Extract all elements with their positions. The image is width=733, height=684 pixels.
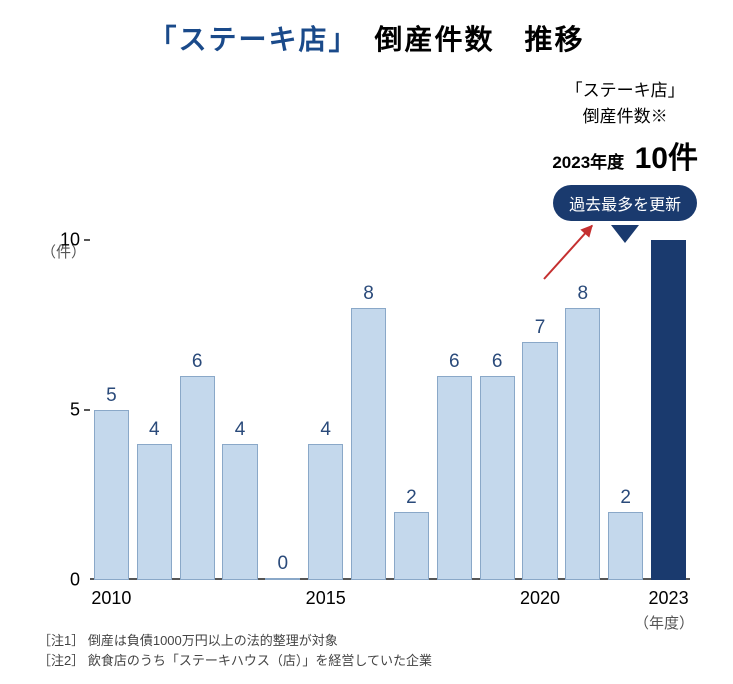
bar: 8 [351,308,386,580]
x-axis-unit: （年度） [634,612,694,633]
bar-value-label: 4 [235,419,246,441]
x-tick-label: 2010 [91,588,131,609]
bar: 6 [480,376,515,580]
bar: 8 [565,308,600,580]
bar: 4 [222,444,257,580]
bar-value-label: 0 [278,553,289,575]
callout-line1: 「ステーキ店」 [552,80,698,102]
bar-value-label: 8 [363,283,374,305]
bar-value-label: 4 [320,419,331,441]
x-tick-label: 2020 [520,588,560,609]
bar-highlight [651,240,686,580]
bar: 7 [522,342,557,580]
bar-value-label: 6 [449,351,460,373]
bar-value-label: 2 [620,487,631,509]
bar: 6 [180,376,215,580]
bar: 4 [137,444,172,580]
y-tick-label: 5 [70,400,80,421]
footnote-2: ［注2］ 飲食店のうち「ステーキハウス（店）」を経営していた企業 [38,651,432,671]
bar: 0 [265,578,300,580]
bar: 6 [437,376,472,580]
record-pill: 過去最多を更新 [553,185,697,221]
bar-value-label: 4 [149,419,160,441]
title-rest: 倒産件数 推移 [345,24,585,55]
x-tick-label: 2023 [649,588,689,609]
bar-value-label: 2 [406,487,417,509]
bar-chart: （件） （年度） 0510546404826678220102015202020… [90,240,690,580]
y-tick-label: 0 [70,570,80,591]
bar-value-label: 5 [106,385,117,407]
y-tick-mark [84,409,90,411]
callout-line2: 倒産件数※ [552,102,698,127]
footnote-1: ［注1］ 倒産は負債1000万円以上の法的整理が対象 [38,631,432,651]
y-tick-label: 10 [60,230,80,251]
bar-value-label: 6 [492,351,503,373]
bar-value-label: 6 [192,351,203,373]
bar: 2 [608,512,643,580]
bar: 2 [394,512,429,580]
callout-count: 10件 [635,133,698,177]
bar: 4 [308,444,343,580]
title-quoted: 「ステーキ店」 [148,24,344,55]
footnotes: ［注1］ 倒産は負債1000万円以上の法的整理が対象 ［注2］ 飲食店のうち「ス… [38,631,432,670]
x-tick-label: 2015 [306,588,346,609]
callout-box: 「ステーキ店」 倒産件数※ 2023年度 10件 過去最多を更新 [552,80,698,243]
y-tick-mark [84,239,90,241]
chart-title: 「ステーキ店」 倒産件数 推移 [0,18,733,58]
callout-year: 2023年度 [552,148,624,173]
bar: 5 [94,410,129,580]
bar-value-label: 8 [578,283,589,305]
bar-value-label: 7 [535,317,546,339]
